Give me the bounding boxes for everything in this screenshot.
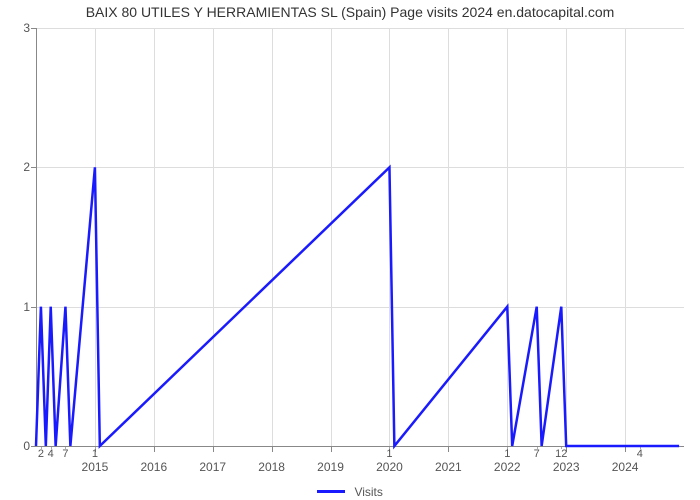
visits-line	[36, 167, 679, 446]
chart-title: BAIX 80 UTILES Y HERRAMIENTAS SL (Spain)…	[0, 4, 700, 20]
legend: Visits	[0, 484, 700, 499]
x-tick-label-minor: 4	[637, 446, 643, 460]
x-tick-label-minor: 2	[38, 446, 44, 460]
x-tick-label-minor: 7	[534, 446, 540, 460]
line-chart-svg	[36, 28, 684, 446]
x-tick-label-major: 2021	[435, 446, 462, 474]
x-tick-label-minor: 1	[504, 446, 510, 460]
x-tick-label-major: 2017	[199, 446, 226, 474]
x-tick-label-minor: 4	[48, 446, 54, 460]
x-tick-label-major: 2016	[140, 446, 167, 474]
x-tick-label-minor: 1	[92, 446, 98, 460]
x-tick-label-major: 2018	[258, 446, 285, 474]
x-tick-label-minor: 12	[555, 446, 567, 460]
legend-label: Visits	[354, 485, 382, 499]
legend-swatch	[317, 490, 345, 493]
plot-area: 0123201520162017201820192020202120222023…	[36, 28, 684, 446]
x-tick-label-minor: 7	[62, 446, 68, 460]
x-tick-label-major: 2019	[317, 446, 344, 474]
x-tick-label-minor: 1	[386, 446, 392, 460]
x-tick-label-major: 2024	[612, 446, 639, 474]
